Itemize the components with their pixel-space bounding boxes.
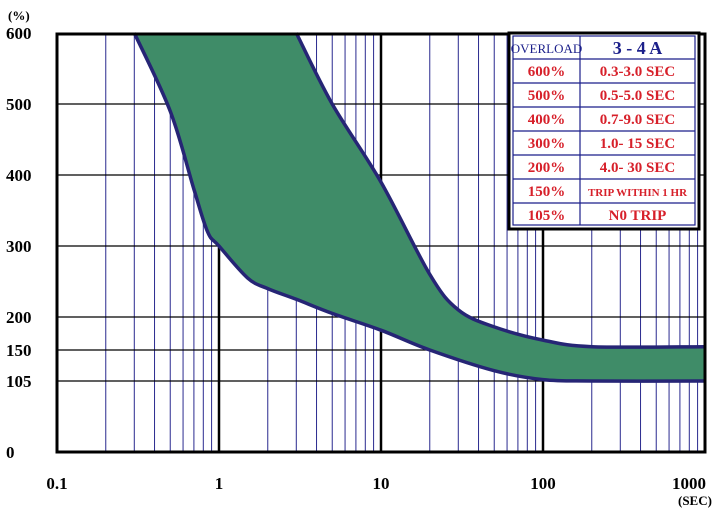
y-tick-label: 105 bbox=[6, 372, 32, 391]
table-cell-trip-time: 4.0- 30 SEC bbox=[600, 160, 675, 176]
x-tick-label: 1 bbox=[215, 474, 224, 493]
band-upper-curve bbox=[294, 32, 706, 349]
x-tick-label: 0.1 bbox=[46, 474, 67, 493]
table-cell-trip-time: TRIP WITHIN 1 HR bbox=[588, 187, 688, 199]
table-cell-overload: 300% bbox=[528, 136, 566, 152]
table-cell-overload: 400% bbox=[528, 112, 566, 128]
y-tick-label: 400 bbox=[6, 166, 32, 185]
y-tick-labels: 600 500 400 300 200 150 105 0 bbox=[6, 24, 32, 462]
table-cell-overload: 200% bbox=[528, 160, 566, 176]
x-tick-label: 1000 bbox=[672, 474, 706, 493]
table-header-rating: 3 - 4 A bbox=[613, 38, 663, 58]
trip-band-area bbox=[134, 33, 706, 382]
x-tick-label: 10 bbox=[373, 474, 390, 493]
y-tick-label: 300 bbox=[6, 237, 32, 256]
table-cell-trip-time: 0.5-5.0 SEC bbox=[600, 88, 675, 104]
table-cell-overload: 105% bbox=[528, 208, 566, 224]
y-tick-label: 500 bbox=[6, 95, 32, 114]
y-axis-unit-label: (%) bbox=[8, 8, 30, 23]
plot-frame bbox=[55, 32, 707, 454]
table-cell-overload: 150% bbox=[528, 184, 566, 200]
band-lower-curve bbox=[132, 32, 706, 383]
overload-table: OVERLOAD 3 - 4 A 600% 0.3-3.0 SEC 500% 0.5-5.… bbox=[507, 31, 701, 231]
y-tick-label: 0 bbox=[6, 443, 15, 462]
table-cell-overload: 600% bbox=[528, 64, 566, 80]
table-cell-overload: 500% bbox=[528, 88, 566, 104]
x-tick-label: 100 bbox=[530, 474, 556, 493]
table-cell-trip-time: 0.3-3.0 SEC bbox=[600, 64, 675, 80]
y-tick-label: 150 bbox=[6, 341, 32, 360]
y-tick-label: 600 bbox=[6, 24, 32, 43]
table-cell-trip-time: 1.0- 15 SEC bbox=[600, 136, 675, 152]
table-cell-trip-time: 0.7-9.0 SEC bbox=[600, 112, 675, 128]
y-tick-label: 200 bbox=[6, 308, 32, 327]
table-header-overload: OVERLOAD bbox=[511, 41, 583, 56]
x-axis-unit-label: (SEC) bbox=[678, 493, 712, 508]
x-tick-labels: 0.1 1 10 100 1000 bbox=[46, 474, 706, 493]
table-cell-trip-time: N0 TRIP bbox=[609, 208, 667, 224]
